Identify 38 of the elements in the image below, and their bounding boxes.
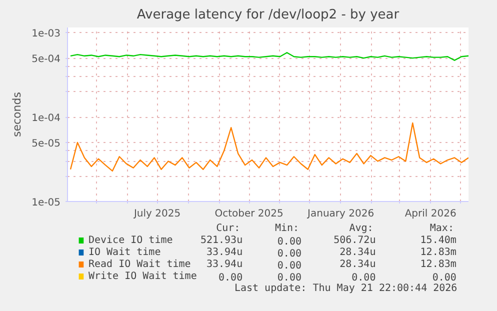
- text: Avg:: [349, 223, 374, 234]
- x-tick-label: January 2026: [306, 208, 374, 220]
- y-tick-label: 5e-04: [32, 54, 61, 66]
- text: 0.00: [277, 272, 302, 284]
- text: 15.40m: [420, 235, 456, 246]
- text: 0.00: [277, 260, 302, 272]
- text: Last update: Thu May 21 22:00:44 2026: [234, 283, 458, 294]
- text: Max:: [430, 223, 454, 234]
- text: Cur:: [216, 223, 240, 234]
- legend-label: Device IO time: [88, 235, 173, 246]
- text: Min:: [274, 223, 300, 234]
- chart-title: Average latency for /dev/loop2 - by year: [136, 8, 400, 22]
- text: 33.94u: [206, 259, 243, 270]
- text: 12.83m: [420, 247, 456, 258]
- legend-label: IO Wait time: [88, 247, 161, 258]
- y-tick-label: 1e-05: [32, 198, 61, 208]
- line-series: [70, 122, 468, 172]
- legend-label: Read IO Wait time: [88, 259, 191, 270]
- text: 0.00: [352, 272, 376, 284]
- x-tick-label: October 2025: [214, 208, 284, 220]
- text: 28.34u: [340, 247, 376, 258]
- text: 506.72u: [334, 235, 376, 246]
- y-tick-label: 1e-04: [32, 113, 61, 124]
- text: 521.93u: [200, 235, 243, 246]
- y-axis-title: seconds: [10, 92, 24, 137]
- text: 28.34u: [340, 259, 376, 270]
- text: 0.00: [277, 248, 302, 260]
- text: 0.00: [218, 272, 243, 284]
- y-tick-label: 5e-05: [32, 138, 61, 150]
- legend-label: Write IO Wait time: [88, 271, 197, 282]
- x-tick-label: April 2026: [404, 208, 456, 220]
- text: 0.00: [277, 236, 302, 248]
- x-tick-label: July 2025: [132, 208, 181, 220]
- text: 33.94u: [206, 247, 243, 258]
- text: 0.00: [432, 272, 456, 284]
- y-tick-label: 1e-03: [32, 28, 61, 40]
- text: 12.83m: [420, 259, 456, 270]
- line-series: [70, 52, 468, 61]
